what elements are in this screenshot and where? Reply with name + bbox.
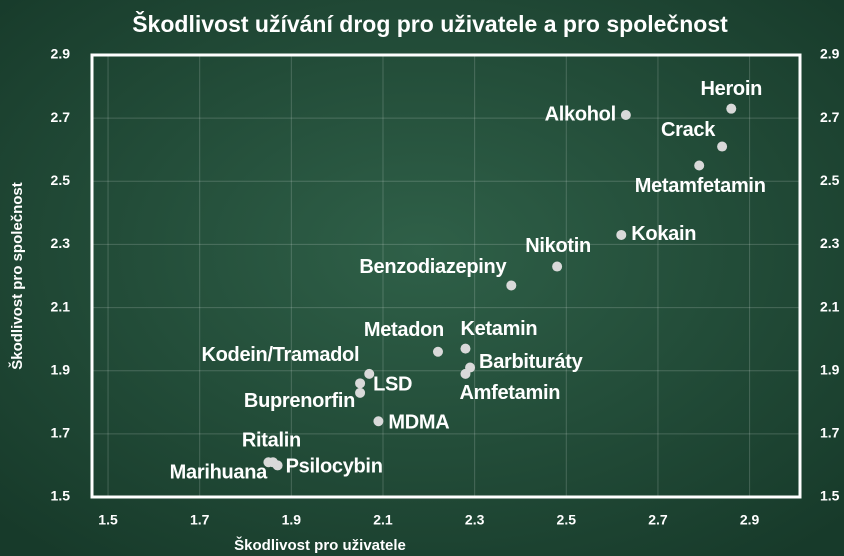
y-tick-label: 2.5 <box>51 172 71 188</box>
marks: Heroin Alkohol Crack Metamfetamin Kokain Niko… <box>170 78 766 484</box>
y-tick-label-right: 2.9 <box>820 46 840 62</box>
point-label: LSD <box>373 374 412 396</box>
point-label: Benzodiazepiny <box>359 256 507 278</box>
y-tick-label: 2.3 <box>51 235 71 251</box>
point <box>355 378 366 389</box>
y-tick-label-right: 2.5 <box>820 172 840 188</box>
point <box>364 368 375 379</box>
point <box>460 343 471 354</box>
y-tick-label: 1.5 <box>51 488 71 504</box>
y-tick-label: 2.1 <box>51 298 71 314</box>
point <box>620 109 631 120</box>
point <box>373 416 384 427</box>
y-tick-label-right: 2.1 <box>820 298 840 314</box>
x-tick-label: 2.3 <box>465 512 485 528</box>
point <box>694 160 705 171</box>
y-tick-label: 1.7 <box>51 425 71 441</box>
x-tick-label: 1.5 <box>98 512 118 528</box>
y-tick-label-right: 2.3 <box>820 235 840 251</box>
x-tick-label: 2.9 <box>740 512 760 528</box>
x-tick-label: 2.5 <box>557 512 577 528</box>
point-label: Ritalin <box>242 430 301 452</box>
y-tick-label-right: 2.7 <box>820 109 840 125</box>
point-label: Psilocybin <box>286 456 383 478</box>
point-label: Kodein/Tramadol <box>201 344 359 366</box>
point-label: Buprenorfin <box>244 390 355 412</box>
point-label: Nikotin <box>525 235 591 257</box>
y-tick-label-right: 1.5 <box>820 488 840 504</box>
y-tick-label: 2.7 <box>51 109 71 125</box>
x-tick-label: 2.7 <box>648 512 668 528</box>
y-axis-label: Škodlivost pro společnost <box>8 182 26 370</box>
point-label: Ketamin <box>460 318 537 340</box>
y-tick-label: 2.9 <box>51 46 71 62</box>
point-label: MDMA <box>388 412 449 434</box>
y-tick-label-right: 1.7 <box>820 425 840 441</box>
point-label: Kokain <box>631 223 696 245</box>
point <box>726 103 737 114</box>
point-label: Amfetamin <box>459 382 560 404</box>
point <box>432 346 443 357</box>
x-tick-label: 1.9 <box>282 512 302 528</box>
point-label: Crack <box>661 119 716 141</box>
y-tick-label-right: 1.9 <box>820 361 840 377</box>
point-label: Marihuana <box>170 462 268 484</box>
point <box>616 229 627 240</box>
point-label: Barbituráty <box>479 351 584 373</box>
point-label: Alkohol <box>545 103 616 125</box>
chart-title: Škodlivost užívání drog pro uživatele a … <box>132 10 728 37</box>
point <box>460 368 471 379</box>
point-label: Metadon <box>364 319 444 341</box>
point <box>552 261 563 272</box>
plot-frame <box>90 53 802 499</box>
point <box>355 387 366 398</box>
point <box>506 280 517 291</box>
x-tick-label: 2.1 <box>373 512 393 528</box>
x-tick-label: 1.7 <box>190 512 210 528</box>
x-axis-label: Škodlivost pro uživatele <box>234 536 406 554</box>
point <box>717 141 728 152</box>
point-label: Metamfetamin <box>635 175 766 197</box>
point <box>272 460 283 471</box>
y-tick-label: 1.9 <box>51 361 71 377</box>
point-label: Heroin <box>700 78 762 100</box>
